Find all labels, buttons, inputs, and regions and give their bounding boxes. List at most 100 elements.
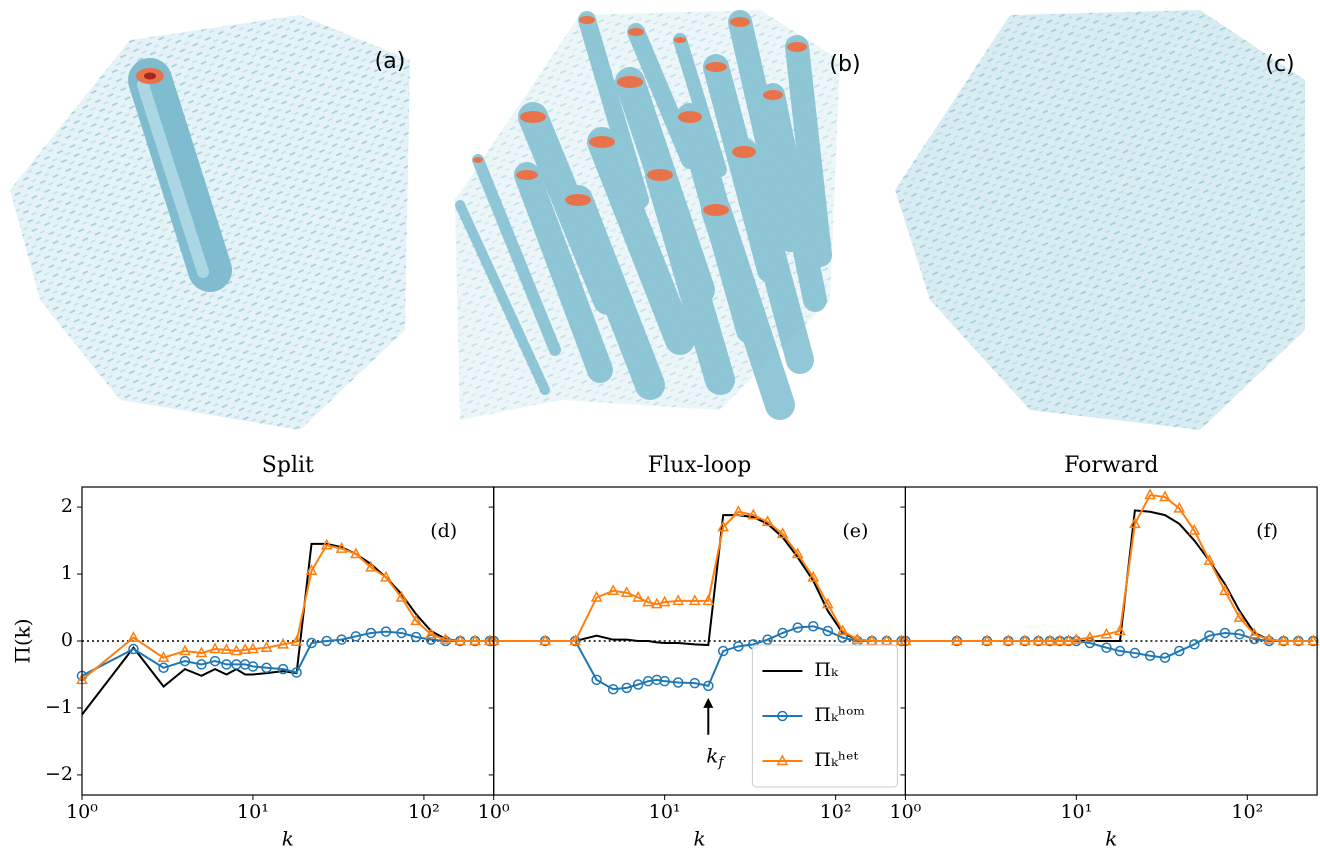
marker bbox=[851, 633, 864, 644]
render-b: (b) bbox=[455, 10, 861, 420]
marker bbox=[703, 680, 714, 692]
marker bbox=[837, 632, 848, 643]
marker bbox=[320, 538, 333, 550]
marker bbox=[1292, 634, 1305, 646]
marker bbox=[732, 505, 745, 517]
marker bbox=[1248, 627, 1261, 639]
series-line bbox=[493, 510, 902, 642]
marker bbox=[1263, 633, 1275, 644]
marker bbox=[1129, 517, 1141, 529]
series-line bbox=[905, 631, 1314, 659]
marker bbox=[380, 570, 392, 582]
marker bbox=[822, 625, 834, 637]
marker bbox=[321, 635, 332, 647]
marker bbox=[591, 674, 602, 686]
marker bbox=[247, 642, 259, 654]
marker bbox=[1114, 624, 1126, 636]
marker bbox=[1070, 633, 1083, 644]
marker bbox=[1100, 627, 1113, 639]
marker bbox=[157, 651, 170, 662]
x-axis-label: k bbox=[693, 827, 705, 851]
marker bbox=[689, 677, 701, 689]
marker bbox=[290, 635, 303, 646]
chart-title: Flux-loop bbox=[648, 453, 752, 478]
marker bbox=[1174, 645, 1185, 657]
marker bbox=[836, 624, 849, 636]
x-tick-label: 10² bbox=[1231, 801, 1263, 823]
marker bbox=[469, 634, 481, 646]
marker bbox=[410, 631, 422, 643]
marker bbox=[395, 590, 408, 602]
annotation-subscript: f bbox=[717, 755, 726, 771]
y-axis-label: Π(k) bbox=[11, 618, 35, 663]
y-tick-label: 0 bbox=[61, 629, 73, 651]
marker bbox=[291, 667, 302, 678]
marker bbox=[158, 662, 169, 674]
render-label: (a) bbox=[375, 49, 406, 74]
marker bbox=[717, 520, 730, 532]
marker bbox=[195, 646, 208, 658]
marker bbox=[1144, 488, 1156, 500]
marker bbox=[776, 527, 789, 539]
marker bbox=[717, 645, 729, 657]
marker bbox=[1002, 634, 1015, 646]
x-tick-label: 10¹ bbox=[237, 801, 269, 823]
marker bbox=[807, 570, 820, 582]
series-line bbox=[493, 625, 902, 691]
marker bbox=[632, 679, 644, 690]
marker bbox=[128, 643, 139, 655]
annotation-arrowhead bbox=[703, 697, 714, 708]
marker bbox=[607, 584, 620, 596]
marker bbox=[1277, 634, 1290, 646]
x-tick-label: 10¹ bbox=[1060, 801, 1092, 823]
x-axis-label: k bbox=[1105, 827, 1117, 851]
marker bbox=[179, 644, 191, 656]
marker bbox=[620, 586, 633, 598]
marker bbox=[127, 631, 140, 642]
marker bbox=[230, 644, 243, 656]
marker bbox=[607, 683, 619, 695]
marker bbox=[777, 627, 788, 639]
marker bbox=[642, 595, 654, 607]
marker bbox=[305, 564, 318, 575]
marker bbox=[261, 662, 272, 674]
marker bbox=[1084, 631, 1096, 642]
legend-label: Πₖʰᵒᵐ bbox=[814, 704, 865, 726]
marker bbox=[306, 637, 317, 649]
marker bbox=[380, 626, 392, 637]
marker bbox=[733, 641, 744, 652]
marker bbox=[821, 597, 834, 609]
chart-title: Forward bbox=[1064, 453, 1158, 478]
marker bbox=[1114, 645, 1126, 657]
series-line bbox=[905, 493, 1314, 642]
marker bbox=[277, 637, 289, 649]
chart-title: Split bbox=[262, 453, 314, 478]
marker bbox=[632, 590, 645, 602]
marker bbox=[1062, 634, 1075, 646]
marker bbox=[1144, 650, 1156, 661]
marker bbox=[239, 643, 251, 654]
marker bbox=[1159, 490, 1171, 502]
marker bbox=[239, 659, 251, 670]
y-tick-label: 1 bbox=[61, 562, 73, 584]
panel-label: (e) bbox=[842, 520, 868, 542]
marker bbox=[350, 547, 362, 559]
marker bbox=[439, 633, 452, 644]
x-tick-label: 10² bbox=[408, 801, 440, 823]
marker bbox=[1189, 639, 1200, 650]
x-tick-label: 10² bbox=[820, 801, 852, 823]
legend-marker bbox=[776, 754, 789, 766]
marker bbox=[702, 594, 715, 606]
marker bbox=[658, 595, 671, 607]
marker bbox=[569, 634, 582, 646]
marker bbox=[1101, 642, 1112, 653]
y-tick-label: −2 bbox=[45, 763, 73, 785]
y-tick-label: −1 bbox=[45, 696, 73, 718]
marker bbox=[1234, 629, 1245, 640]
marker bbox=[209, 642, 221, 654]
y-tick-label: 2 bbox=[61, 495, 73, 517]
marker bbox=[247, 661, 259, 672]
marker bbox=[761, 515, 774, 527]
render-label: (b) bbox=[829, 52, 860, 77]
marker bbox=[1219, 584, 1231, 596]
